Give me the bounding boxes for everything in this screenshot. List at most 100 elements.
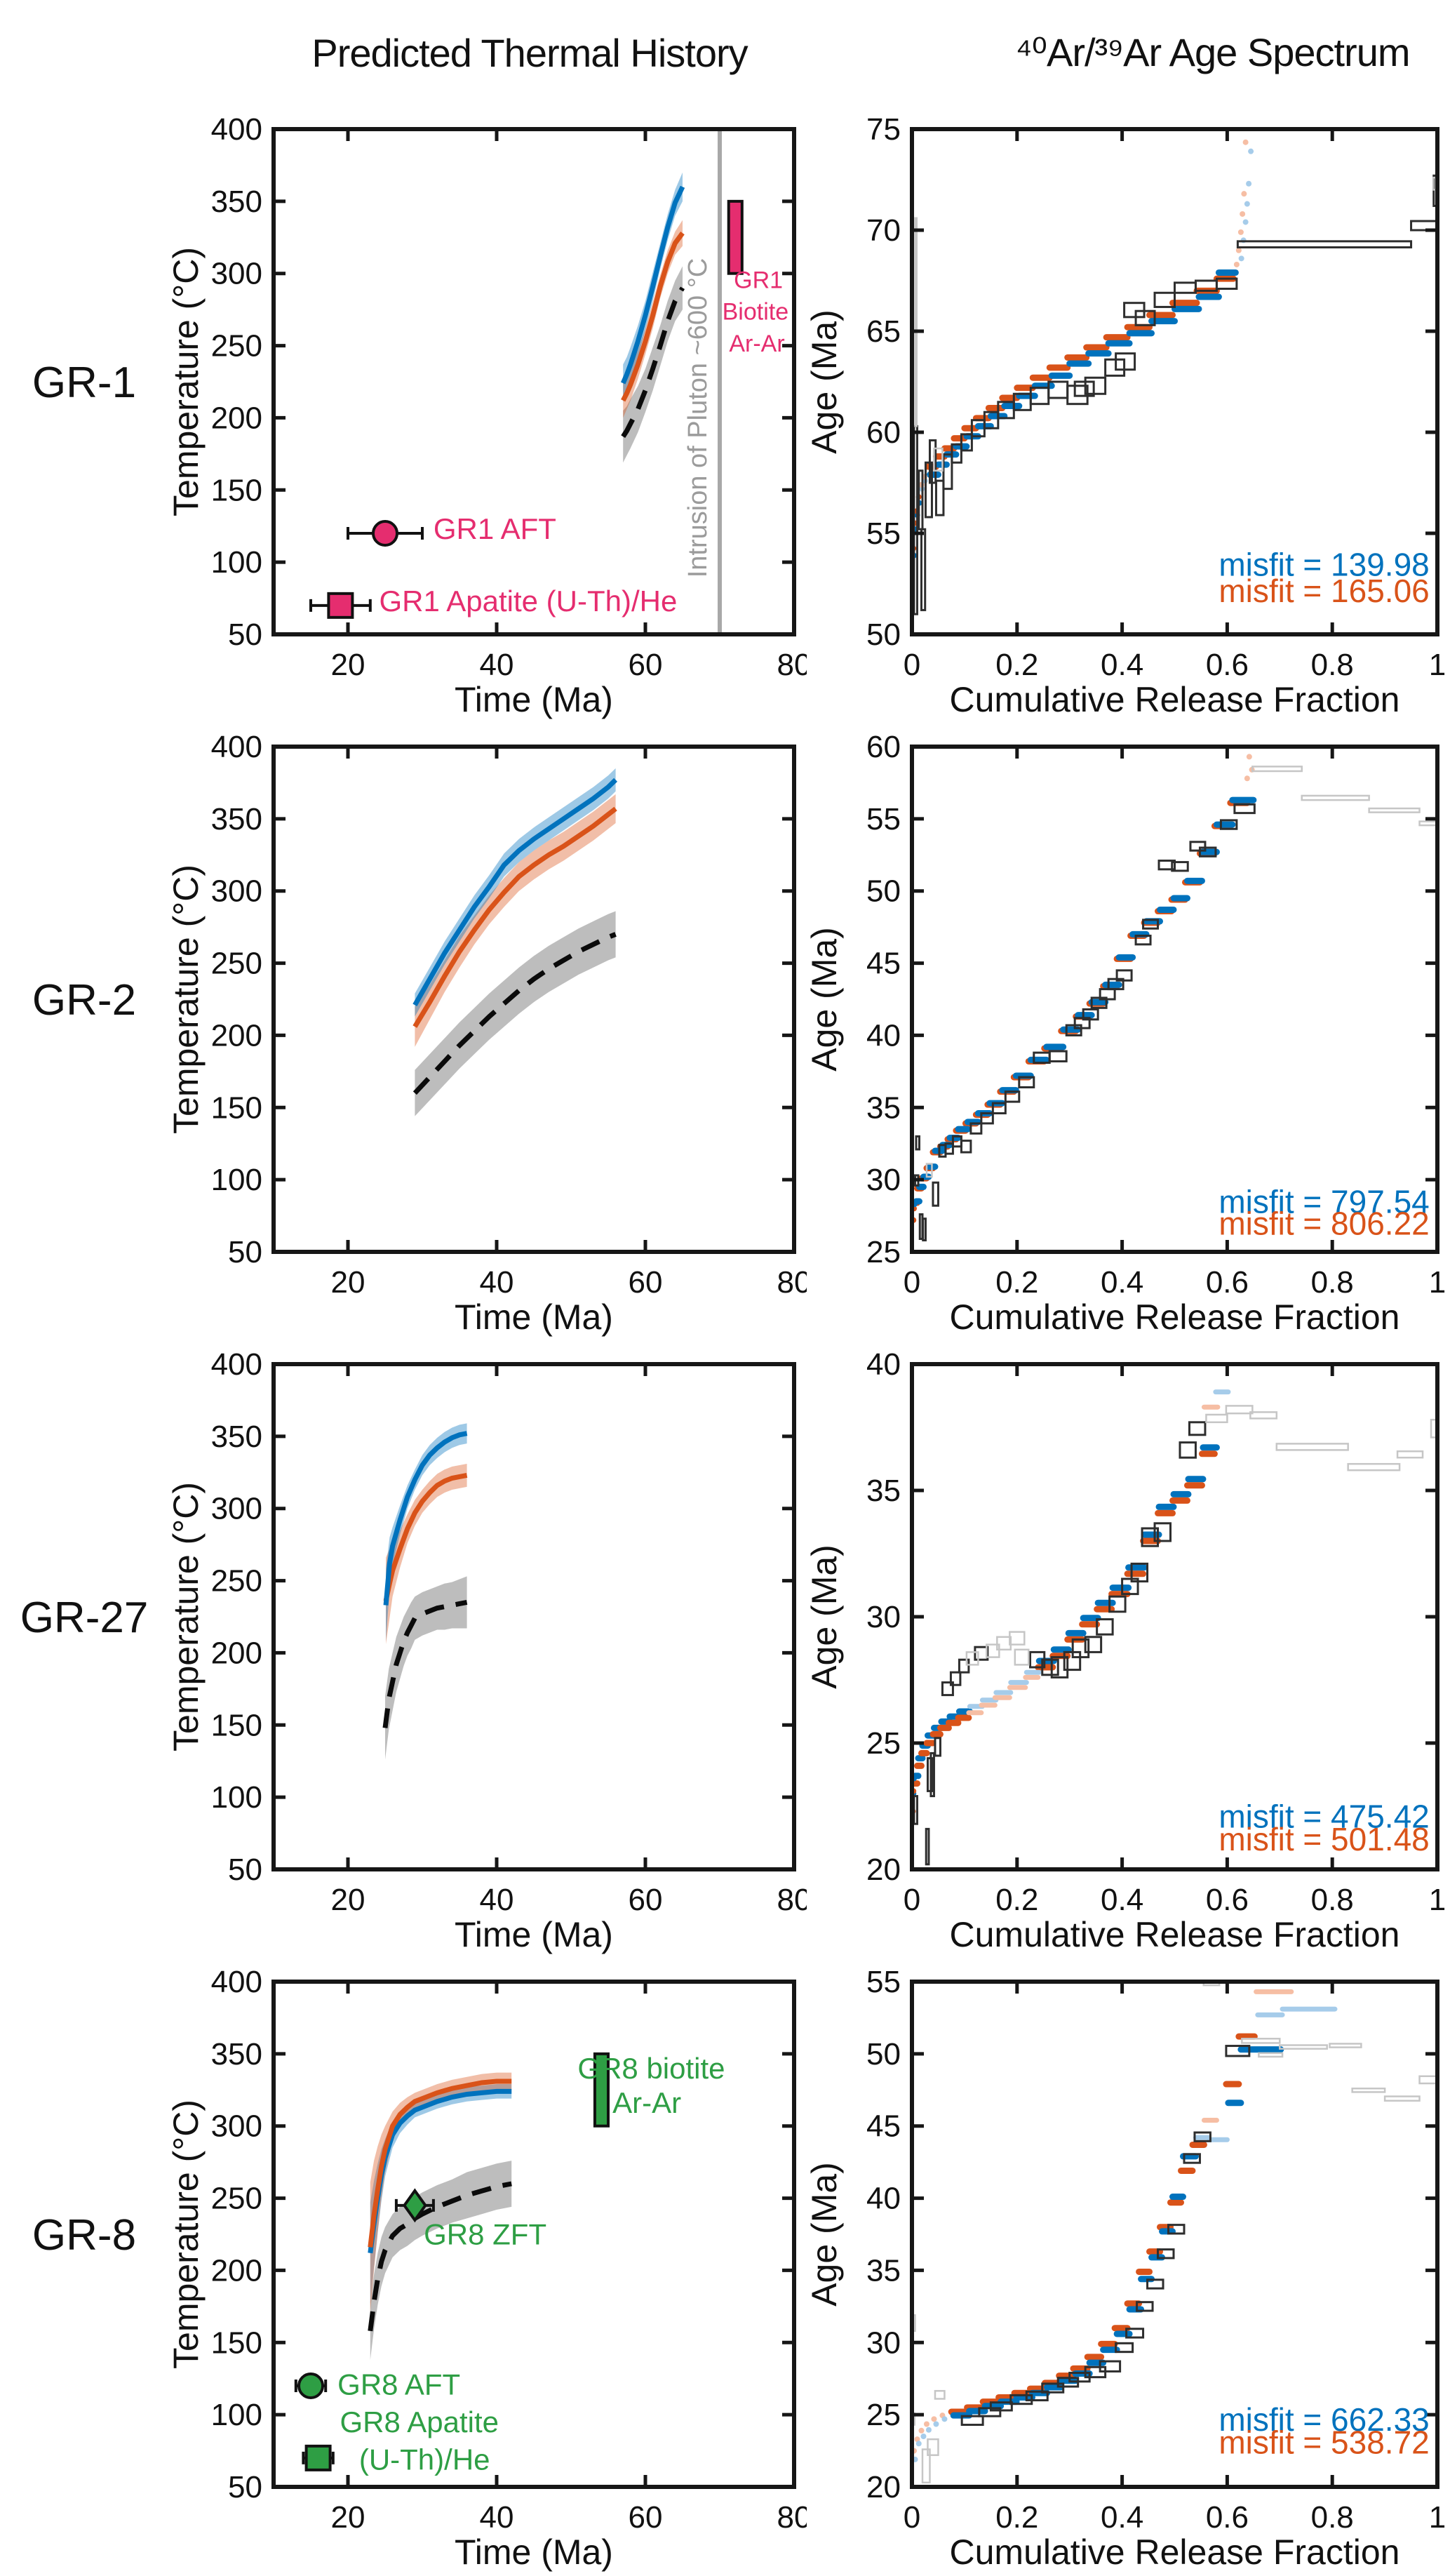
right-column-title: ⁴⁰Ar/³⁹Ar Age Spectrum: [1015, 30, 1410, 74]
svg-text:35: 35: [866, 1474, 901, 1508]
observed-step-box: [1136, 2301, 1154, 2312]
svg-text:0.4: 0.4: [1101, 648, 1143, 682]
svg-text:250: 250: [211, 2182, 262, 2216]
svg-text:0.6: 0.6: [1206, 1265, 1249, 1300]
svg-text:Cumulative Release Fraction: Cumulative Release Fraction: [950, 2532, 1400, 2572]
observed-step-box: [1130, 1562, 1149, 1583]
svg-text:0.8: 0.8: [1311, 648, 1354, 682]
dashed-line: [382, 1599, 468, 1728]
constraint-marker: [297, 2373, 324, 2399]
observed-step-box-light: [1351, 2087, 1386, 2093]
observed-step-box-light: [1396, 1450, 1424, 1459]
observed-step-box-light: [965, 1651, 979, 1666]
svg-text:misfit = 165.06: misfit = 165.06: [1219, 573, 1429, 609]
observed-step-box: [1050, 1656, 1069, 1679]
observed-step-box: [1233, 803, 1256, 815]
svg-text:40: 40: [480, 2500, 514, 2535]
svg-text:55: 55: [866, 1965, 901, 1999]
svg-text:250: 250: [211, 947, 262, 981]
blue-line: [412, 778, 618, 1006]
svg-text:1: 1: [1429, 648, 1446, 682]
observed-step-box: [969, 1122, 983, 1135]
left-column-title: Predicted Thermal History: [311, 30, 748, 75]
observed-step-box: [1115, 969, 1133, 982]
observed-step-box-light: [1301, 794, 1370, 801]
svg-text:100: 100: [211, 1780, 262, 1815]
observed-step-box: [1084, 1636, 1103, 1653]
observed-step-box: [1115, 352, 1136, 371]
svg-text:Temperature (°C): Temperature (°C): [168, 2100, 206, 2369]
svg-text:Age (Ma): Age (Ma): [807, 309, 844, 454]
svg-text:GR8 biotite: GR8 biotite: [577, 2052, 725, 2085]
observed-step-box: [1157, 2248, 1175, 2260]
thermal-history-chart-gr2: 20 40 60 80 50 100 150 200 250 300 350 400 Time (Ma)…: [168, 730, 807, 1337]
svg-text:40: 40: [866, 1347, 901, 1382]
observed-step-box: [941, 1681, 954, 1697]
svg-text:55: 55: [866, 516, 901, 551]
axes-frame: [910, 1980, 1439, 2489]
svg-text:25: 25: [866, 1726, 901, 1761]
svg-text:Age (Ma): Age (Ma): [807, 1544, 844, 1689]
svg-text:0.2: 0.2: [995, 1265, 1038, 1300]
blue-line: [383, 1431, 468, 1606]
row-label-gr27: GR-27: [20, 1593, 149, 1642]
observed-step-box: [918, 469, 924, 530]
observed-step-box-light: [986, 1643, 1000, 1658]
observed-step-box-light: [1418, 2075, 1439, 2085]
svg-text:45: 45: [866, 2109, 901, 2144]
svg-text:200: 200: [211, 1636, 262, 1670]
svg-text:Cumulative Release Fraction: Cumulative Release Fraction: [950, 1297, 1400, 1337]
observed-step-box: [974, 1646, 989, 1661]
svg-text:80: 80: [777, 1883, 807, 1917]
observed-step-box: [1041, 2382, 1065, 2394]
observed-step-box: [1174, 281, 1197, 294]
svg-text:Biotite: Biotite: [723, 299, 789, 326]
observed-step-box: [920, 528, 927, 611]
dashed-band: [370, 2161, 512, 2360]
svg-text:0.8: 0.8: [1311, 1883, 1354, 1917]
age-spectrum-chart-gr1: 0 0.2 0.4 0.6 0.8 1 50 55 60 65 70 75 Cumulative Rel…: [807, 112, 1446, 719]
observed-step-box-light: [927, 2438, 939, 2456]
svg-text:GR1 Apatite (U-Th)/He: GR1 Apatite (U-Th)/He: [380, 585, 678, 618]
observed-step-box-light: [1368, 807, 1421, 813]
orange-band: [415, 794, 616, 1047]
svg-text:20: 20: [331, 648, 365, 682]
observed-step-box: [980, 1112, 994, 1125]
svg-text:60: 60: [866, 415, 901, 450]
observed-step-box: [1134, 309, 1156, 326]
svg-text:60: 60: [629, 648, 663, 682]
dashed-line: [412, 932, 617, 1095]
svg-text:0.6: 0.6: [1206, 2500, 1249, 2535]
observed-step-box-light: [914, 217, 918, 427]
svg-text:20: 20: [331, 2500, 365, 2535]
age-spectrum-chart-gr8: 0 0.2 0.4 0.6 0.8 1 20 25 30 35 40 45 50 55 Cumulative…: [807, 1965, 1446, 2572]
observed-step-box: [1108, 1595, 1127, 1613]
svg-text:0: 0: [904, 1265, 920, 1300]
observed-step-box: [1025, 2390, 1049, 2402]
svg-text:40: 40: [866, 2182, 901, 2216]
observed-step-box-light: [1249, 1411, 1278, 1420]
observed-step-box: [1157, 860, 1176, 871]
svg-text:Time (Ma): Time (Ma): [455, 1297, 613, 1337]
svg-text:misfit = 139.98: misfit = 139.98: [1219, 546, 1429, 582]
axes-frame: [271, 1980, 796, 2489]
svg-text:GR1: GR1: [734, 267, 783, 293]
observed-step-box: [1153, 1522, 1172, 1542]
svg-text:0.4: 0.4: [1101, 1883, 1143, 1917]
observed-step-box: [949, 1671, 962, 1686]
age-spectrum-chart-gr2: 0 0.2 0.4 0.6 0.8 1 25 30 35 40 45 50 55 60 Cumulative…: [807, 730, 1446, 1337]
svg-text:Intrusion of Pluton ~600 °C: Intrusion of Pluton ~600 °C: [683, 258, 713, 578]
dashed-band: [415, 911, 616, 1116]
svg-text:25: 25: [866, 1235, 901, 1269]
observed-step-box: [1198, 846, 1217, 857]
row-label-gr2: GR-2: [32, 975, 137, 1025]
svg-text:GR8 ZFT: GR8 ZFT: [424, 2217, 546, 2250]
observed-step-box-light: [1418, 820, 1439, 827]
svg-text:400: 400: [211, 1965, 262, 1999]
observed-step-box: [1121, 1577, 1139, 1596]
svg-text:65: 65: [866, 314, 901, 349]
age-spectrum-chart-gr27: 0 0.2 0.4 0.6 0.8 1 20 25 30 35 40 Cumulative Relea…: [807, 1347, 1446, 1954]
svg-text:misfit = 662.33: misfit = 662.33: [1219, 2401, 1429, 2438]
svg-text:Cumulative Release Fraction: Cumulative Release Fraction: [950, 1915, 1400, 1954]
